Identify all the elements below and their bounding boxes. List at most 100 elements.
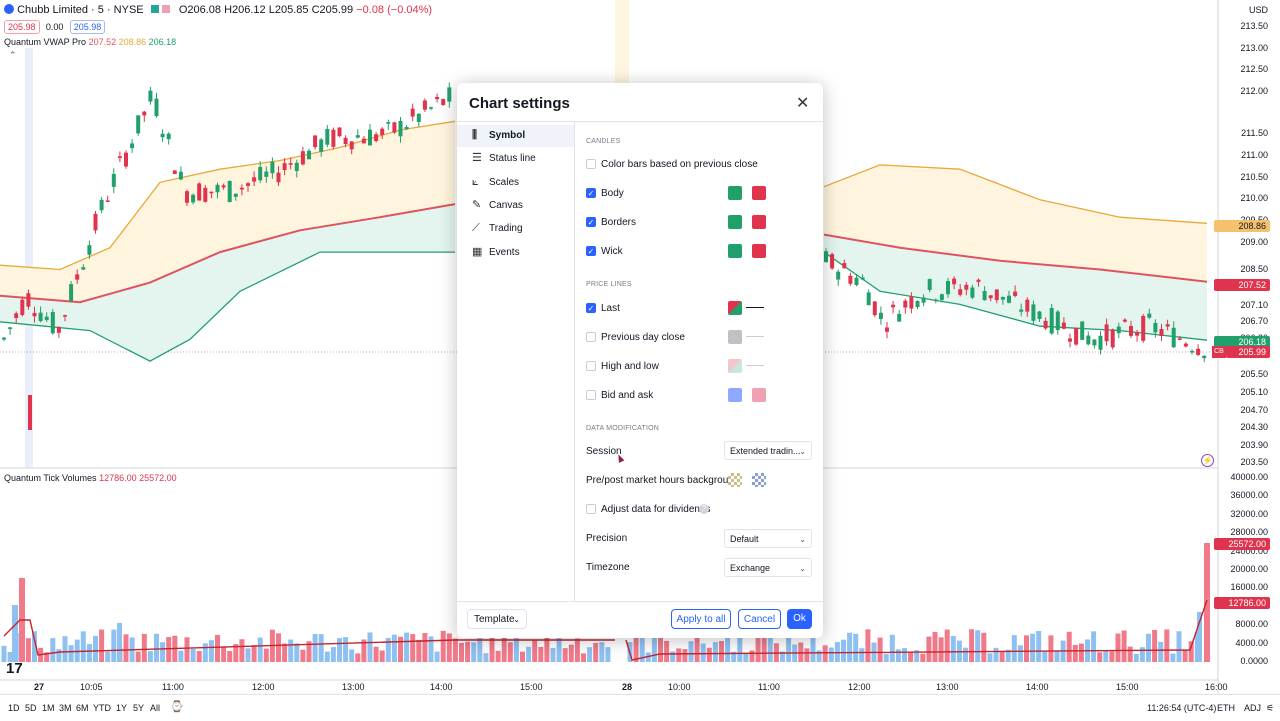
nav-item-symbol[interactable]: ⫼ Symbol xyxy=(457,125,574,147)
lightning-icon[interactable]: ⚡ xyxy=(1201,454,1214,467)
session-select[interactable]: Extended tradin... ⌄ xyxy=(724,441,812,460)
bid-ask-row: 205.98 0.00 205.98 xyxy=(4,19,106,34)
range-all-button[interactable]: All xyxy=(150,703,161,713)
post-market-color-swatch[interactable] xyxy=(752,473,766,487)
volume-bar xyxy=(981,632,987,662)
cancel-button[interactable]: Cancel xyxy=(738,609,781,629)
session-toggle[interactable]: ETH xyxy=(1217,703,1235,713)
bid-and-ask-color-swatch[interactable] xyxy=(728,388,742,402)
high-and-low-color-swatch[interactable] xyxy=(728,359,742,373)
high-and-low-checkbox[interactable] xyxy=(586,361,596,371)
candle xyxy=(964,284,969,290)
nav-item-status-line[interactable]: ☰ Status line xyxy=(457,148,574,170)
volume-legend[interactable]: Quantum Tick Volumes 12786.00 25572.00 xyxy=(4,473,177,483)
nav-item-events[interactable]: ▦ Events xyxy=(457,242,574,264)
wick-up-color-swatch[interactable] xyxy=(728,244,742,258)
previous-day-close-color-swatch[interactable] xyxy=(728,330,742,344)
volume-bar xyxy=(670,651,676,662)
volume-tick: 20000.00 xyxy=(1230,564,1268,574)
price-axis[interactable]: USD 213.50 213.00 212.50 212.00 211.50 211.00… xyxy=(1218,0,1280,470)
previous-day-close-line-style[interactable] xyxy=(746,336,764,337)
ohlc-open: O206.08 xyxy=(178,4,222,16)
volume-bar xyxy=(853,633,859,662)
volume-bar xyxy=(288,639,294,662)
last-color-swatch[interactable] xyxy=(728,301,742,315)
color-bars-based-on-previous-close-checkbox[interactable] xyxy=(586,159,596,169)
volume-bar xyxy=(1139,647,1145,662)
help-icon[interactable]: ? xyxy=(699,504,709,514)
wick-down-color-swatch[interactable] xyxy=(752,244,766,258)
borders-up-color-swatch[interactable] xyxy=(728,215,742,229)
range-5d-button[interactable]: 5D xyxy=(25,703,37,713)
range-3m-button[interactable]: 3M xyxy=(59,703,72,713)
borders-down-color-swatch[interactable] xyxy=(752,215,766,229)
candle xyxy=(69,284,74,302)
dividends-checkbox[interactable] xyxy=(586,504,596,514)
precision-select-value: Default xyxy=(730,534,759,544)
bid-and-ask-ask-color-swatch[interactable] xyxy=(752,388,766,402)
nav-item-trading[interactable]: ⟋ Trading xyxy=(457,218,574,240)
adj-toggle[interactable]: ADJ xyxy=(1244,703,1262,713)
bid-and-ask-checkbox[interactable] xyxy=(586,390,596,400)
last-checkbox[interactable]: ✓ xyxy=(586,303,596,313)
candle xyxy=(830,254,835,269)
volume-bar xyxy=(737,633,743,662)
candle xyxy=(878,312,883,319)
tradingview-logo-icon[interactable]: 17 xyxy=(6,660,23,677)
volume-bar xyxy=(465,641,471,662)
collapse-legend-icon[interactable]: ⌃ xyxy=(9,50,17,60)
volume-axis[interactable]: 40000.00 36000.00 32000.00 28000.00 24000.00… xyxy=(1218,470,1280,694)
volume-bar xyxy=(391,634,397,662)
volume-bar xyxy=(544,634,550,662)
range-1d-button[interactable]: 1D xyxy=(8,703,20,713)
range-5y-button[interactable]: 5Y xyxy=(133,703,145,713)
spread-value: 0.00 xyxy=(45,22,64,32)
clock[interactable]: 11:26:54 (UTC-4) xyxy=(1147,703,1217,713)
volume-bar xyxy=(1054,650,1060,662)
volume-bar xyxy=(975,630,981,662)
candle xyxy=(270,161,275,174)
range-1y-button[interactable]: 1Y xyxy=(116,703,128,713)
nav-item-canvas[interactable]: ✎ Canvas xyxy=(457,195,574,217)
body-down-color-swatch[interactable] xyxy=(752,186,766,200)
body-checkbox[interactable]: ✓ xyxy=(586,188,596,198)
borders-checkbox[interactable]: ✓ xyxy=(586,217,596,227)
volume-bar xyxy=(1011,635,1017,662)
vwap-legend[interactable]: Quantum VWAP Pro 207.52 208.86 206.18 xyxy=(4,37,176,47)
ask-chip[interactable]: 205.98 xyxy=(69,20,106,34)
close-icon[interactable]: ✕ xyxy=(796,95,810,112)
volume-tick: 4000.00 xyxy=(1235,637,1268,648)
volume-bar xyxy=(786,632,792,662)
body-up-color-swatch[interactable] xyxy=(728,186,742,200)
previous-day-close-checkbox[interactable] xyxy=(586,332,596,342)
volume-bar xyxy=(1,645,7,662)
high-and-low-line-style[interactable] xyxy=(746,365,764,366)
wick-checkbox[interactable]: ✓ xyxy=(586,246,596,256)
apply-to-all-button[interactable]: Apply to all xyxy=(671,609,731,629)
date-range-icon[interactable]: ⌚ xyxy=(170,701,184,713)
range-6m-button[interactable]: 6M xyxy=(76,703,89,713)
ok-button[interactable]: Ok xyxy=(787,609,812,629)
status-line-icon: ☰ xyxy=(472,152,482,165)
bid-chip[interactable]: 205.98 xyxy=(4,20,40,34)
timezone-select[interactable]: Exchange ⌄ xyxy=(724,558,812,577)
nav-item-scales[interactable]: ⟀ Scales xyxy=(457,172,574,194)
time-tick: 15:00 xyxy=(1116,682,1139,692)
timezone-label: Timezone xyxy=(586,562,630,573)
candle xyxy=(1061,322,1066,329)
range-1m-button[interactable]: 1M xyxy=(42,703,55,713)
candle xyxy=(319,139,324,152)
volume-bar xyxy=(239,639,245,662)
template-button[interactable]: Template ⌄ xyxy=(467,609,527,629)
candle xyxy=(1147,313,1152,318)
volume-bar xyxy=(12,605,18,662)
precision-select[interactable]: Default ⌄ xyxy=(724,529,812,548)
pre-market-color-swatch[interactable] xyxy=(728,473,742,487)
time-tick: 15:00 xyxy=(520,682,543,692)
candle xyxy=(233,193,238,197)
candle xyxy=(860,277,865,280)
last-line-style[interactable] xyxy=(746,307,764,308)
range-ytd-button[interactable]: YTD xyxy=(93,703,111,713)
settings-chevron-icon[interactable]: ⚟ xyxy=(1266,703,1275,713)
symbol-legend[interactable]: Chubb Limited · 5 · NYSE O206.08 H206.12… xyxy=(4,4,432,16)
